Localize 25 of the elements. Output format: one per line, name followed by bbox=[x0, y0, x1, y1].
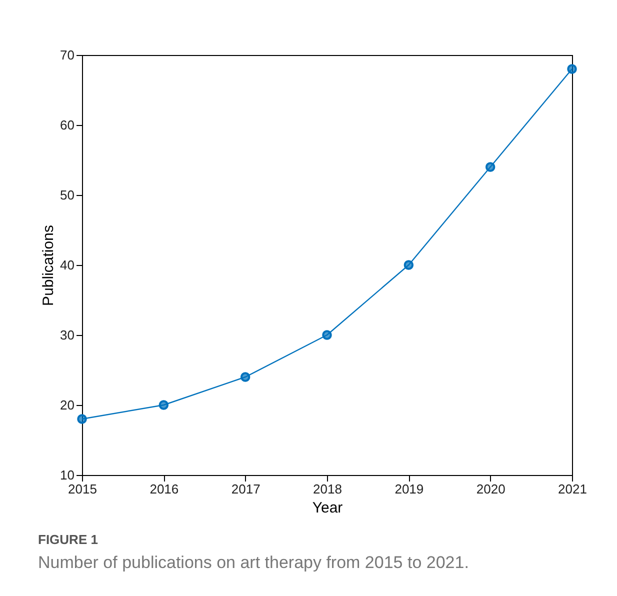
x-tick-label: 2021 bbox=[558, 482, 587, 496]
x-tick-label: 2016 bbox=[150, 482, 179, 496]
y-tick-label: 50 bbox=[60, 188, 74, 202]
x-axis-title: Year bbox=[312, 500, 343, 516]
x-tick-label: 2018 bbox=[313, 482, 342, 496]
y-tick-label: 10 bbox=[60, 468, 74, 482]
x-tick-label: 2017 bbox=[231, 482, 260, 496]
point bbox=[485, 162, 496, 172]
y-tick-label: 40 bbox=[60, 258, 74, 272]
caption: FIGURE 1 bbox=[38, 532, 99, 547]
point bbox=[77, 414, 87, 424]
y-tick-label: 70 bbox=[60, 48, 74, 62]
y-tick-label: 30 bbox=[60, 328, 74, 342]
y-axis-title: Publications bbox=[40, 225, 58, 306]
y-tick-label: 20 bbox=[60, 398, 74, 412]
point bbox=[322, 330, 332, 340]
x-tick-label: 2019 bbox=[394, 482, 424, 496]
x-tick-label: 2015 bbox=[68, 482, 97, 496]
point bbox=[567, 64, 577, 74]
point bbox=[240, 372, 250, 382]
x-tick-label: 2020 bbox=[476, 482, 506, 496]
point bbox=[158, 400, 169, 410]
y-tick-label: 60 bbox=[60, 118, 74, 132]
point bbox=[404, 260, 414, 270]
text: Number of publications on art therapy from 2015 to 2021. bbox=[38, 553, 469, 573]
